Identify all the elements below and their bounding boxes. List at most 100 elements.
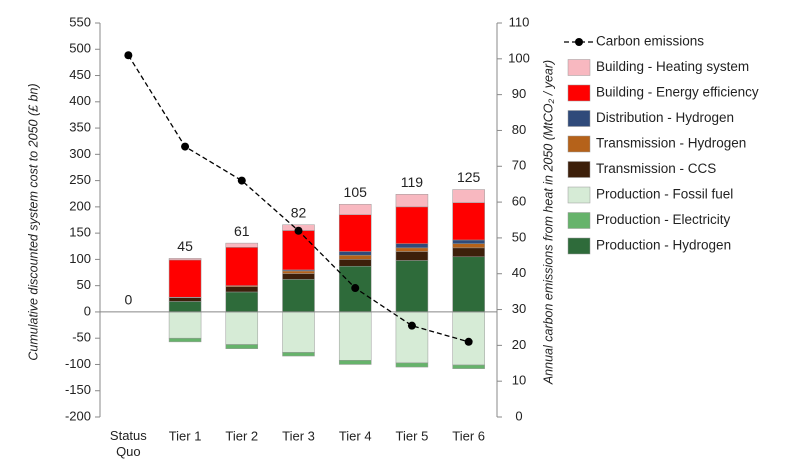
total-label: 45 [177,238,193,254]
y-tick-label: -100 [65,356,91,371]
line-point [124,51,133,60]
y-tick-label: 450 [69,67,91,82]
bar-segment [395,311,429,364]
y2-tick-label: 60 [512,194,526,209]
bar-segment [225,311,259,345]
bar-segment [338,259,372,267]
y-tick-label: -50 [72,330,91,345]
bar-segment [452,247,485,258]
line-point [237,176,246,185]
bar-segment [452,189,485,203]
y2-tick-label: 30 [512,301,526,316]
y2-tick-label: 40 [512,265,526,280]
bar-segment [282,279,315,313]
y-axis-title: Cumulative discounted system cost to 205… [26,83,40,360]
x-tick-label: Tier 5 [396,428,429,443]
legend-label: Building - Heating system [596,59,749,74]
legend-label: Production - Hydrogen [596,238,731,253]
bar-segment [282,273,315,280]
x-tick-label: Status Quo [110,428,147,459]
x-tick-label: Tier 1 [169,428,202,443]
bar-segment [168,311,202,339]
y-tick-label: -200 [65,408,91,423]
bar-segment [395,362,429,368]
legend-marker [575,38,583,46]
x-tick-label: Tier 3 [282,428,315,443]
y-tick-label: 350 [69,120,91,135]
bar-segment [168,297,202,302]
y-tick-label: 150 [69,225,91,240]
y-tick-label: 550 [69,14,91,29]
bar-segment [395,251,429,261]
bar-segment [168,258,202,261]
bar-segment [168,301,202,313]
bar-segment [395,243,429,249]
bar-segment [452,364,485,369]
bar-segment [282,230,315,271]
legend-swatch [567,161,591,178]
line-point [407,321,416,330]
x-tick-label-line: Status [110,428,147,443]
x-tick-label: Tier 6 [452,428,485,443]
line-point [464,337,473,346]
bar-segment [395,206,429,244]
y-tick-label: 250 [69,172,91,187]
y2-tick-label: 90 [512,86,526,101]
total-label: 119 [401,174,424,190]
legend-swatch [567,186,591,204]
y-tick-label: 100 [69,251,91,266]
bar-segment [395,194,429,208]
bar-segment [225,242,259,248]
y2-tick-label: 110 [509,14,530,29]
bar-segment [338,251,372,256]
y2-tick-label: 50 [512,229,526,244]
legend-label: Transmission - CCS [596,161,716,176]
y2-axis-title: Annual carbon emissions from heat in 205… [541,60,555,385]
legend-label: Transmission - Hydrogen [596,136,746,151]
legend-swatch [567,59,591,76]
total-label: 125 [457,169,481,185]
legend-label: Distribution - Hydrogen [596,110,734,125]
bar-segment [452,243,485,249]
legend-label: Carbon emissions [596,34,704,49]
bar-segment [452,311,485,366]
total-label: 61 [234,223,250,239]
bar-segment [452,256,485,313]
bar-segment [395,247,429,252]
legend-swatch [567,135,591,153]
legend-label: Production - Electricity [596,212,731,227]
y2-tick-label: 100 [508,50,530,65]
x-tick-label-line: Quo [116,444,141,459]
legend-swatch [567,237,591,255]
total-label: 0 [124,292,132,308]
bar-segment [282,311,315,353]
line-point [351,284,360,293]
bar-segment [338,203,372,215]
legend-swatch [567,110,591,127]
legend-swatch [567,84,591,102]
bar-segment [225,247,259,286]
bar-segment [168,337,202,343]
y2-tick-label: 0 [515,408,522,423]
legend-label: Production - Fossil fuel [596,187,733,202]
y2-tick-label: 80 [512,122,526,137]
bar-segment [395,260,429,313]
legend-swatch [567,212,591,229]
line-point [181,142,190,151]
line-point [294,226,303,235]
bar-segment [338,214,372,252]
x-tick-label: Tier 4 [339,428,372,443]
total-label: 82 [291,204,307,220]
y-tick-label: 400 [69,93,91,108]
bar-segment [282,352,315,357]
x-tick-label: Tier 2 [225,428,258,443]
bar-segment [338,360,372,365]
bar-segment [225,286,259,293]
bar-segment [282,270,315,274]
y-tick-label: 200 [69,198,91,213]
y-tick-label: 300 [69,146,91,161]
bar-segment [168,259,202,298]
y-tick-label: -150 [65,382,91,397]
y2-tick-label: 20 [512,337,526,352]
